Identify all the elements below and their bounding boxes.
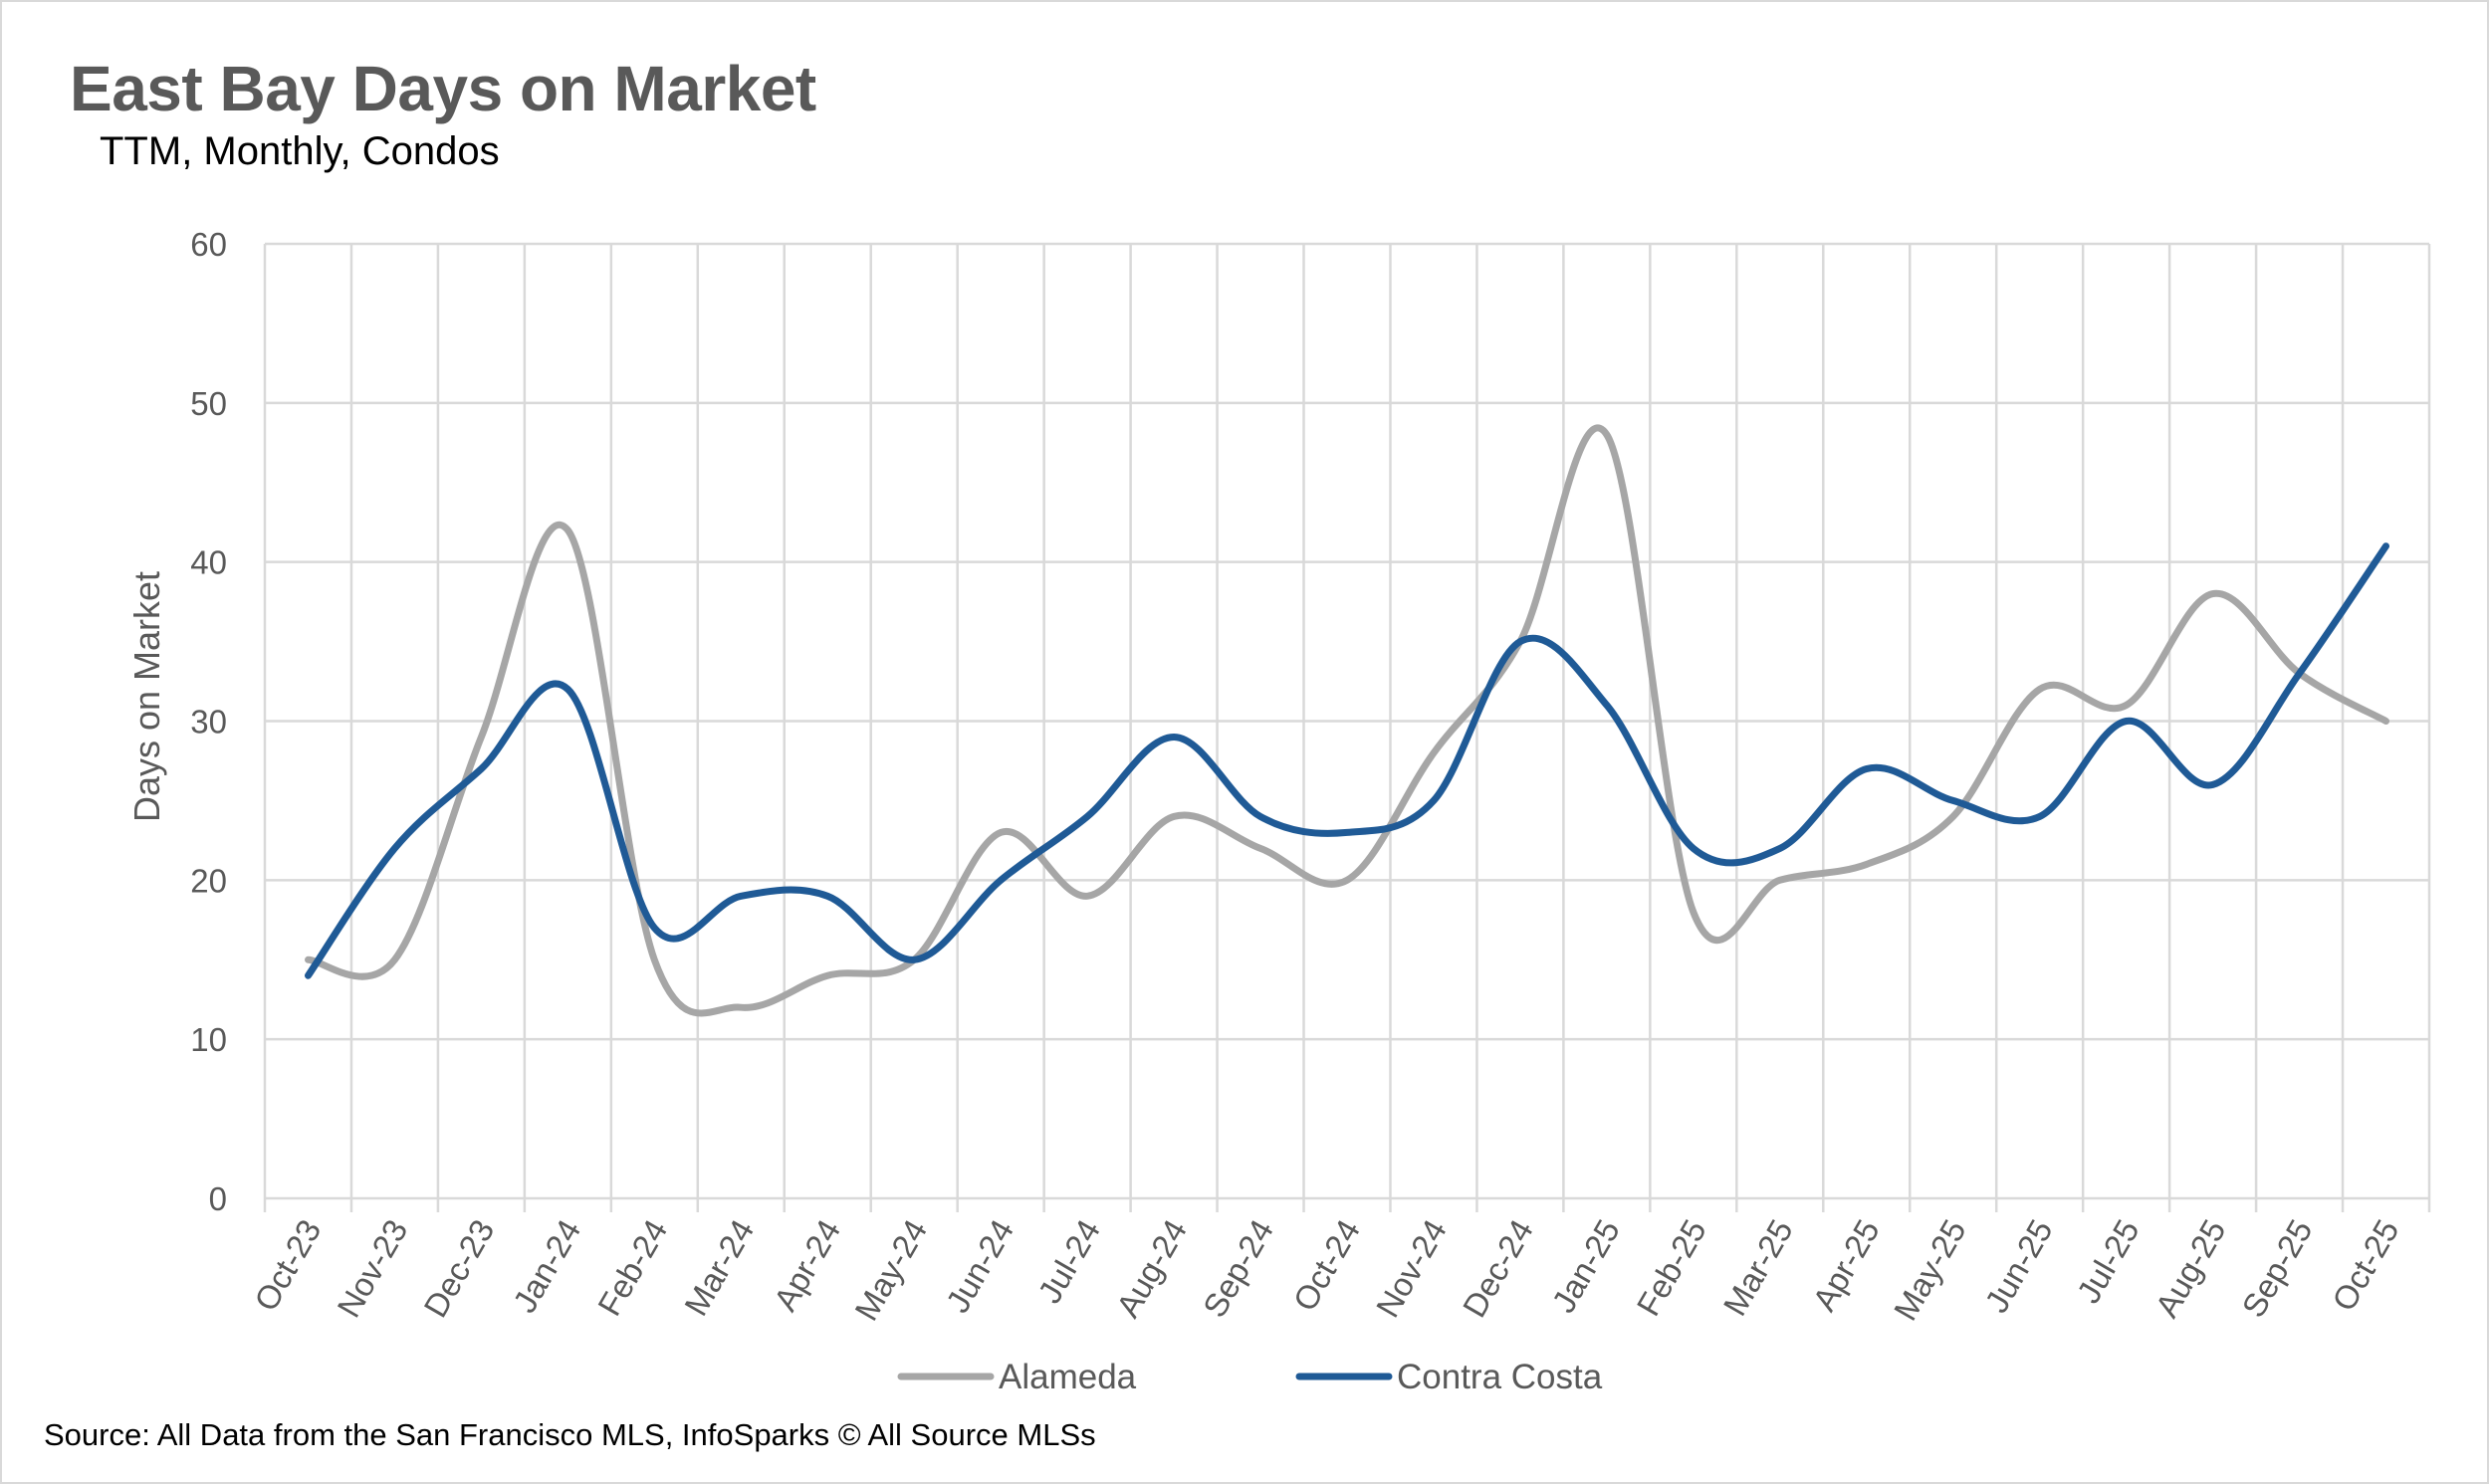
data-point-contra-costa [1604, 703, 1610, 709]
x-axis-ticks: Oct-23 Nov-23 Dec-23 Jan-24 Feb-24 Mar-24 Apr-… [247, 1213, 2406, 1327]
chart-title: East Bay Days on Market [70, 53, 816, 124]
y-tick-label: 30 [190, 704, 227, 741]
data-point-alameda [1171, 813, 1177, 819]
data-point-contra-costa [2124, 719, 2130, 725]
x-tick-label: Feb-24 [590, 1213, 674, 1322]
data-point-contra-costa [391, 845, 397, 851]
x-tick-label: May-24 [847, 1213, 934, 1327]
x-tick-label: Dec-23 [416, 1213, 501, 1324]
data-point-alameda [998, 829, 1004, 835]
x-tick-label: Dec-24 [1456, 1213, 1540, 1324]
x-tick-label: Jan-25 [1544, 1213, 1626, 1319]
data-point-alameda [306, 956, 312, 962]
x-tick-label: Oct-23 [247, 1213, 329, 1317]
y-tick-label: 0 [209, 1180, 227, 1217]
x-tick-label: Jun-24 [939, 1213, 1020, 1319]
data-point-contra-costa [306, 972, 312, 978]
x-tick-label: Mar-25 [1716, 1213, 1800, 1322]
data-point-contra-costa [1950, 797, 1956, 803]
series-lines [305, 424, 2389, 1017]
data-point-alameda [565, 528, 570, 533]
data-point-alameda [1691, 909, 1697, 915]
data-point-alameda [1431, 750, 1437, 756]
data-point-alameda [1950, 813, 1956, 819]
y-tick-label: 60 [190, 226, 227, 263]
data-point-alameda [2124, 703, 2130, 709]
data-point-alameda [1344, 877, 1350, 883]
x-tick-label: Sep-24 [1196, 1213, 1280, 1324]
x-tick-label: Aug-25 [2148, 1213, 2232, 1324]
data-point-alameda [1777, 877, 1783, 883]
data-point-alameda [391, 956, 397, 962]
series-line-contra-costa [305, 542, 2389, 979]
x-tick-label: Mar-24 [677, 1213, 761, 1322]
data-point-contra-costa [738, 893, 744, 899]
data-point-contra-costa [2383, 543, 2389, 549]
data-point-contra-costa [1517, 639, 1523, 645]
x-tick-label: Nov-23 [330, 1213, 414, 1324]
x-tick-label: Nov-24 [1369, 1213, 1454, 1324]
legend-label-contra-costa: Contra Costa [1397, 1358, 1603, 1396]
y-axis-ticks: 0 10 20 30 40 50 60 [190, 226, 227, 1217]
chart-subtitle: TTM, Monthly, Condos [100, 129, 500, 173]
y-tick-label: 50 [190, 385, 227, 422]
data-point-contra-costa [478, 766, 484, 772]
y-axis-title: Days on Market [126, 571, 167, 822]
data-point-contra-costa [2297, 671, 2303, 677]
data-point-contra-costa [998, 877, 1004, 883]
legend-label-alameda: Alameda [999, 1358, 1137, 1396]
data-point-alameda [1864, 861, 1870, 867]
y-tick-label: 40 [190, 544, 227, 581]
data-point-contra-costa [1171, 735, 1177, 741]
data-point-alameda [2383, 719, 2389, 725]
data-point-contra-costa [1864, 766, 1870, 772]
data-point-contra-costa [1344, 829, 1350, 835]
gridlines [263, 242, 2431, 1212]
data-point-contra-costa [1431, 797, 1437, 803]
data-point-contra-costa [1777, 845, 1783, 851]
x-tick-label: Apr-25 [1805, 1213, 1887, 1317]
data-point-contra-costa [1691, 845, 1697, 851]
data-point-contra-costa [1084, 813, 1090, 819]
x-tick-label: Sep-25 [2234, 1213, 2319, 1324]
y-tick-label: 10 [190, 1021, 227, 1058]
data-point-alameda [2210, 591, 2216, 597]
legend: Alameda Contra Costa [897, 1358, 1603, 1396]
data-point-alameda [1604, 432, 1610, 438]
x-tick-label: Oct-24 [1285, 1213, 1367, 1317]
data-point-alameda [478, 735, 484, 741]
data-point-alameda [1257, 845, 1263, 851]
data-point-contra-costa [565, 687, 570, 693]
x-tick-label: Jan-24 [506, 1213, 587, 1319]
x-tick-label: May-25 [1887, 1213, 1973, 1327]
x-tick-label: Apr-24 [767, 1213, 848, 1317]
source-note: Source: All Data from the San Francisco … [44, 1417, 1096, 1452]
data-point-contra-costa [824, 893, 830, 899]
y-tick-label: 20 [190, 862, 227, 899]
data-point-alameda [651, 956, 657, 962]
series-line-alameda [305, 424, 2389, 1017]
x-tick-label: Feb-25 [1630, 1213, 1713, 1322]
x-tick-label: Aug-24 [1109, 1213, 1194, 1324]
data-point-contra-costa [1257, 813, 1263, 819]
data-point-contra-costa [2037, 813, 2043, 819]
x-tick-label: Oct-25 [2325, 1213, 2406, 1317]
data-point-contra-costa [651, 925, 657, 931]
data-point-contra-costa [911, 956, 917, 962]
data-point-alameda [738, 1004, 744, 1010]
x-tick-label: Jul-24 [1030, 1213, 1107, 1309]
data-point-contra-costa [2210, 781, 2216, 787]
data-point-alameda [1084, 893, 1090, 899]
data-point-alameda [824, 972, 830, 978]
x-tick-label: Jul-25 [2070, 1213, 2147, 1309]
data-point-alameda [2037, 687, 2043, 693]
x-tick-label: Jun-25 [1977, 1213, 2059, 1319]
